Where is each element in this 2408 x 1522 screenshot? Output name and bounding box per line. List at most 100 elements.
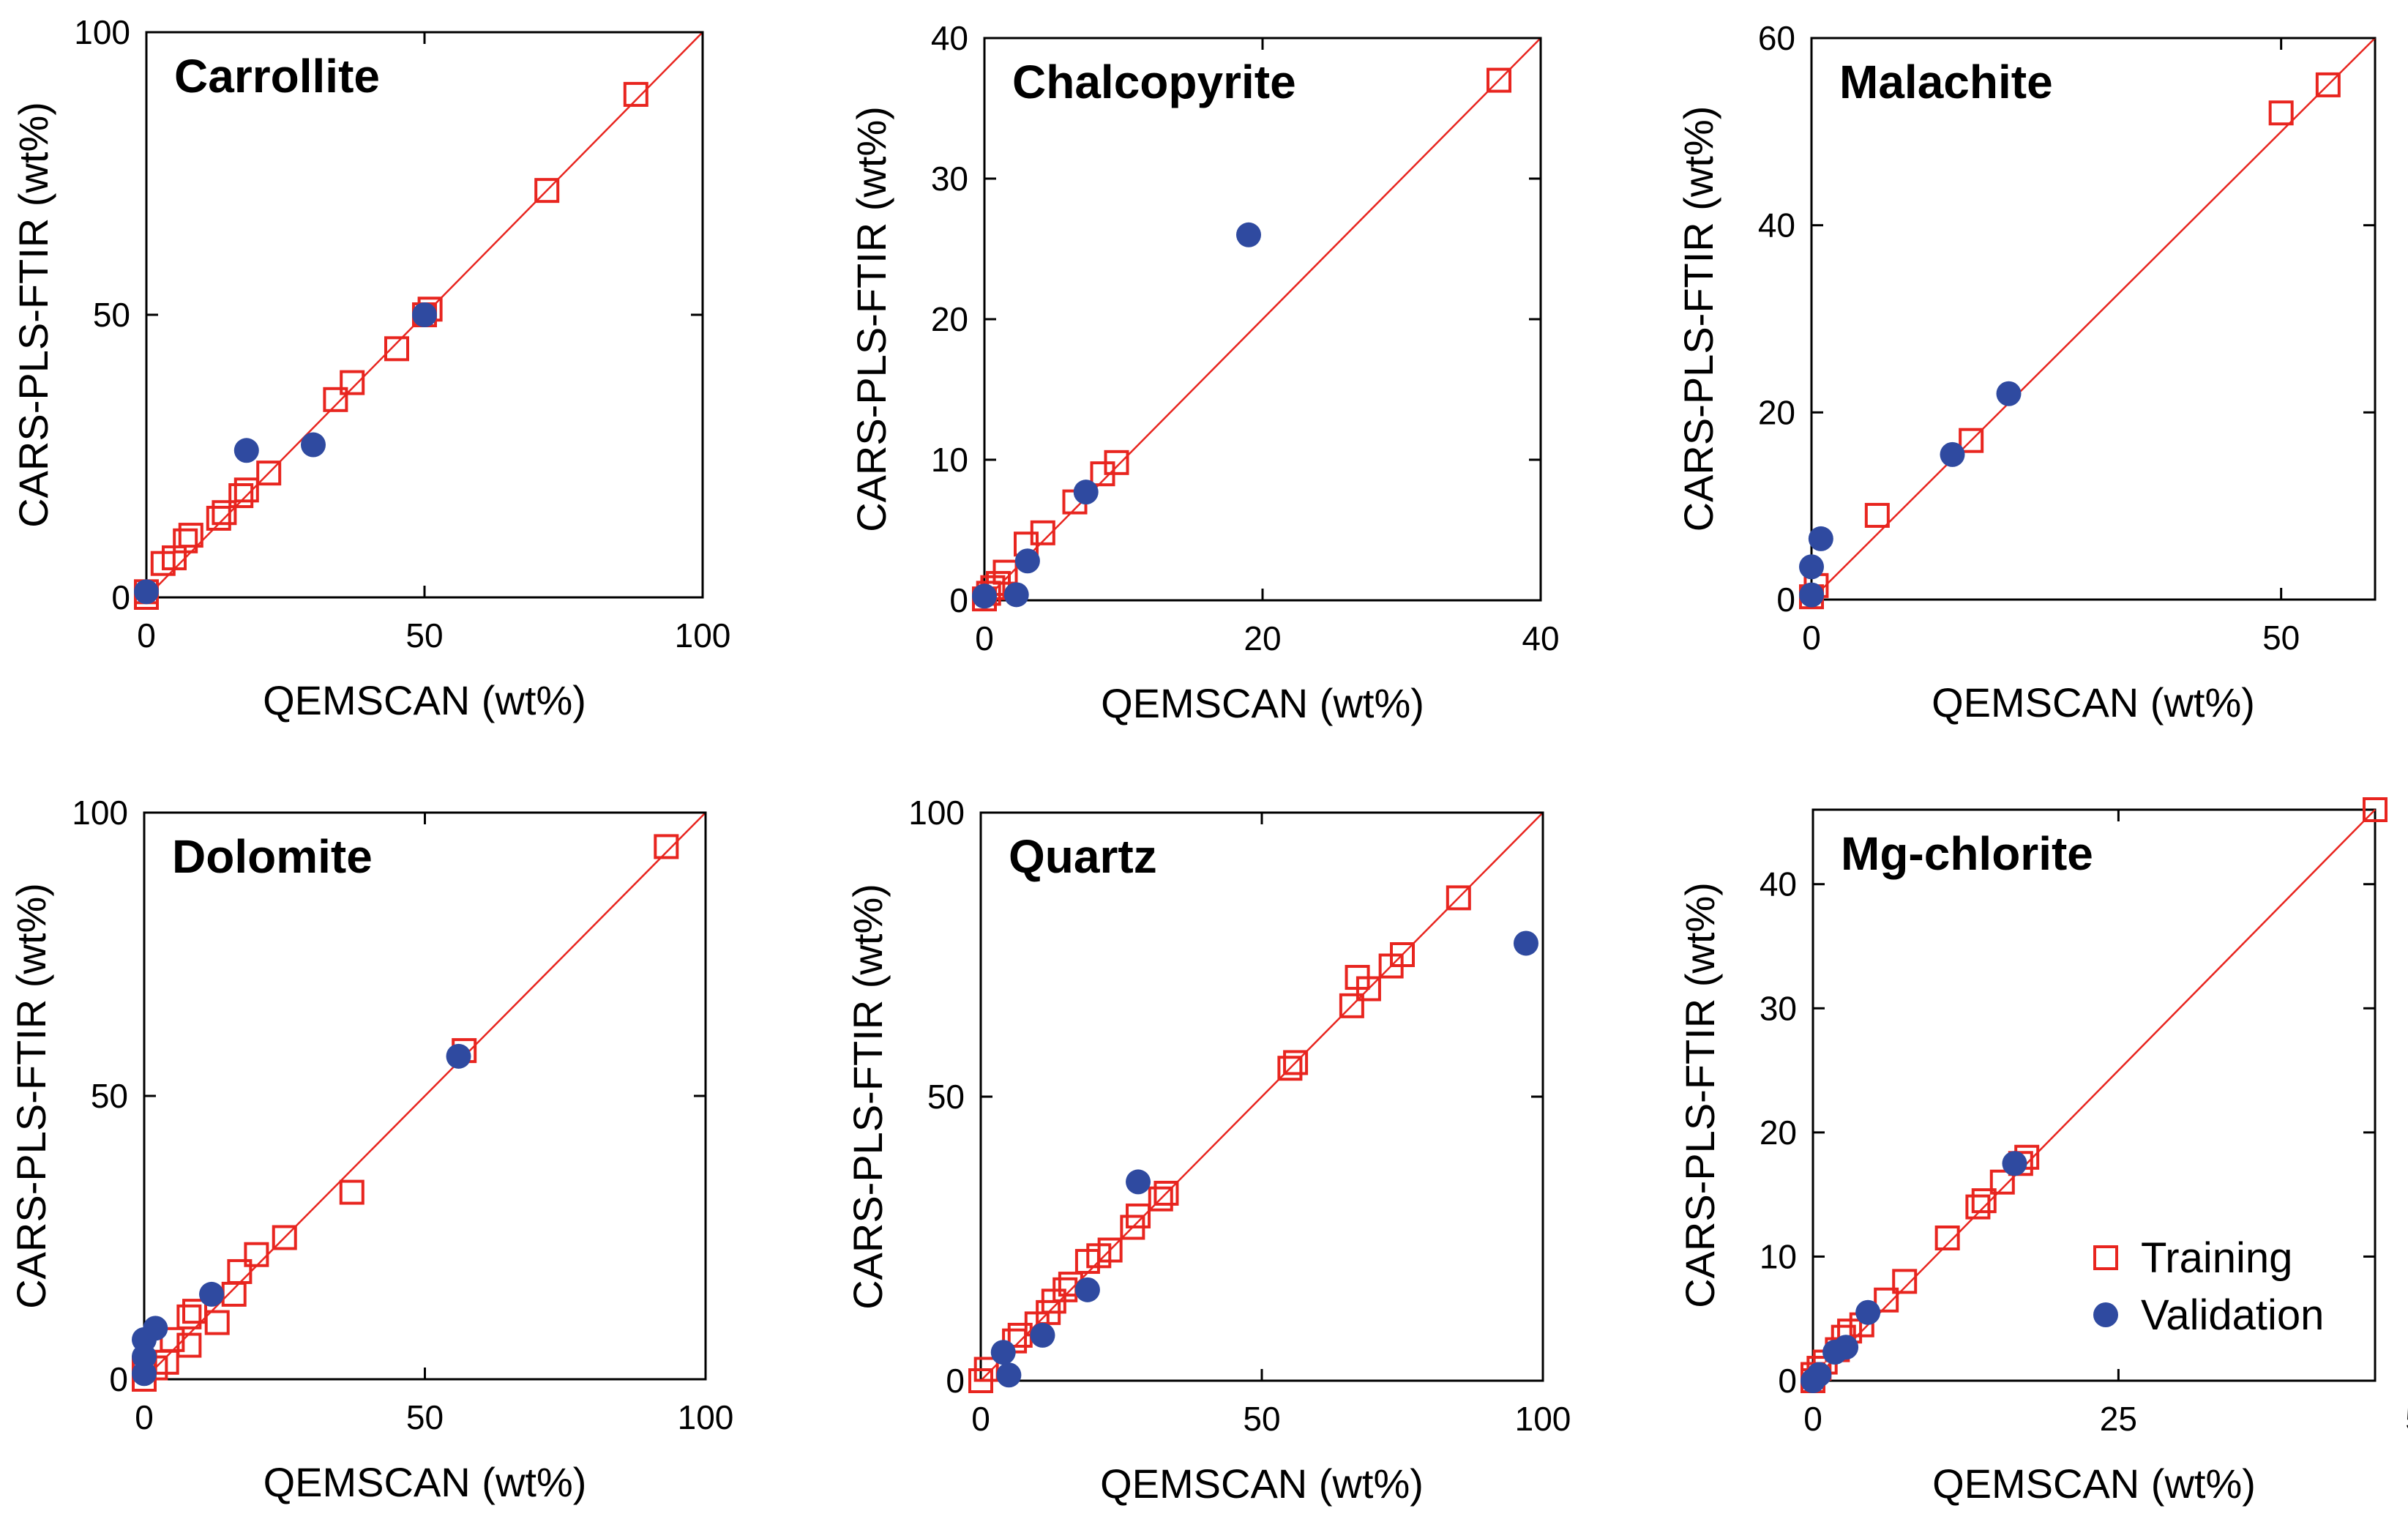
x-tick-label: 20 [1244, 619, 1281, 657]
validation-point [446, 1043, 471, 1069]
training-point [227, 1258, 253, 1284]
y-axis-label: CARS-PLS-FTIR (wt%) [1677, 882, 1723, 1308]
training-point [244, 1242, 269, 1267]
x-tick-label: 0 [975, 619, 994, 657]
training-point [1965, 1194, 1991, 1220]
training-point [150, 551, 176, 576]
y-tick-label: 100 [72, 794, 128, 832]
y-axis-label: CARS-PLS-FTIR (wt%) [845, 884, 891, 1310]
panel-title: Mg-chlorite [1841, 827, 2093, 880]
training-point [968, 1368, 993, 1393]
one-to-one-line [984, 37, 1541, 601]
validation-point [990, 1340, 1016, 1365]
training-point [2268, 100, 2294, 126]
training-point [1864, 502, 1890, 528]
training-point [1339, 993, 1364, 1018]
y-tick-label: 0 [946, 1362, 965, 1400]
training-point [1959, 428, 1984, 453]
panel-title: Carrollite [174, 50, 380, 102]
training-point [1283, 1050, 1309, 1075]
training-point [1892, 1269, 1918, 1294]
panel-6: 0 25 50 0 10 20 30 40 QEMSCAN (wt%) CARS-PLS-FTIR… [1677, 797, 2408, 1507]
y-axis-label: CARS-PLS-FTIR (wt%) [8, 883, 54, 1309]
training-point [1378, 953, 1404, 979]
validation-point [1801, 1368, 1825, 1393]
validation-point [1126, 1169, 1151, 1195]
training-point [176, 1304, 202, 1329]
validation-point [1808, 526, 1833, 551]
y-tick-label: 0 [109, 1360, 128, 1398]
training-point [1120, 1215, 1145, 1240]
one-to-one-line [1811, 37, 2376, 600]
validation-point [1799, 582, 1824, 608]
x-tick-label: 50 [2405, 1400, 2408, 1438]
training-point [228, 483, 254, 509]
training-point [340, 370, 365, 395]
validation-point [1822, 1340, 1848, 1365]
x-tick-label: 0 [1802, 619, 1821, 657]
training-point [2363, 797, 2388, 822]
training-point [1934, 1226, 1960, 1250]
training-point [654, 834, 679, 859]
validation-point [233, 438, 259, 463]
training-point [1487, 67, 1511, 93]
y-tick-label: 20 [931, 300, 968, 338]
y-tick-label: 60 [1758, 19, 1795, 57]
training-point [1874, 1287, 1899, 1313]
one-to-one-line [980, 812, 1544, 1381]
y-axis-label: CARS-PLS-FTIR (wt%) [10, 102, 56, 528]
plot-frame [1811, 808, 2377, 1382]
x-axis-label: QEMSCAN (wt%) [263, 677, 586, 723]
training-point [233, 477, 259, 503]
validation-point [134, 579, 159, 605]
x-tick-label: 40 [1522, 619, 1559, 657]
y-tick-label: 50 [93, 296, 130, 334]
training-point [339, 1179, 364, 1205]
panel-title: Quartz [1009, 830, 1157, 883]
validation-point [1855, 1299, 1881, 1325]
x-axis-label: QEMSCAN (wt%) [1101, 680, 1424, 726]
y-tick-label: 30 [931, 160, 968, 198]
training-point [1277, 1056, 1303, 1081]
training-point [1148, 1186, 1173, 1212]
plot-frame [1810, 37, 2377, 601]
x-tick-label: 100 [1515, 1400, 1571, 1438]
training-point [1090, 461, 1115, 487]
training-point [204, 1310, 230, 1335]
training-point [272, 1225, 297, 1250]
validation-point [972, 583, 997, 609]
x-tick-label: 0 [971, 1400, 990, 1438]
x-axis-label: QEMSCAN (wt%) [1932, 1461, 2256, 1507]
legend: Training Validation [2093, 1234, 2324, 1339]
training-point [221, 1281, 247, 1307]
training-point [178, 523, 203, 548]
legend-training-label: Training [2141, 1234, 2292, 1282]
legend-training-marker [2093, 1245, 2118, 1270]
x-tick-label: 0 [137, 616, 156, 654]
training-point [1074, 1249, 1100, 1275]
panel-title: Chalcopyrite [1012, 56, 1296, 108]
panel-2: 0 20 40 0 10 20 30 40 QEMSCAN (wt%) CARS-PLS-FTIR… [848, 19, 1560, 726]
panel-5: 0 50 100 0 50 100 QEMSCAN (wt%) CARS-PLS-FTIR (… [845, 794, 1571, 1507]
validation-point [996, 1362, 1022, 1388]
y-tick-label: 40 [931, 19, 968, 57]
y-tick-label: 0 [111, 578, 130, 616]
x-tick-label: 50 [2262, 619, 2300, 657]
validation-point [301, 432, 326, 458]
y-tick-label: 20 [1760, 1113, 1797, 1152]
training-point [323, 387, 348, 412]
x-tick-label: 50 [1243, 1400, 1280, 1438]
y-tick-label: 50 [927, 1078, 965, 1116]
one-to-one-line [1812, 809, 2376, 1381]
training-point [176, 1332, 202, 1358]
validation-point [1030, 1322, 1055, 1348]
validation-point [1799, 554, 1824, 580]
y-tick-label: 0 [1778, 1362, 1797, 1400]
x-tick-label: 100 [678, 1398, 734, 1436]
y-tick-label: 50 [91, 1077, 128, 1115]
validation-point [199, 1281, 225, 1307]
y-tick-label: 40 [1758, 206, 1795, 245]
validation-point [1014, 548, 1040, 574]
training-point [534, 178, 560, 204]
